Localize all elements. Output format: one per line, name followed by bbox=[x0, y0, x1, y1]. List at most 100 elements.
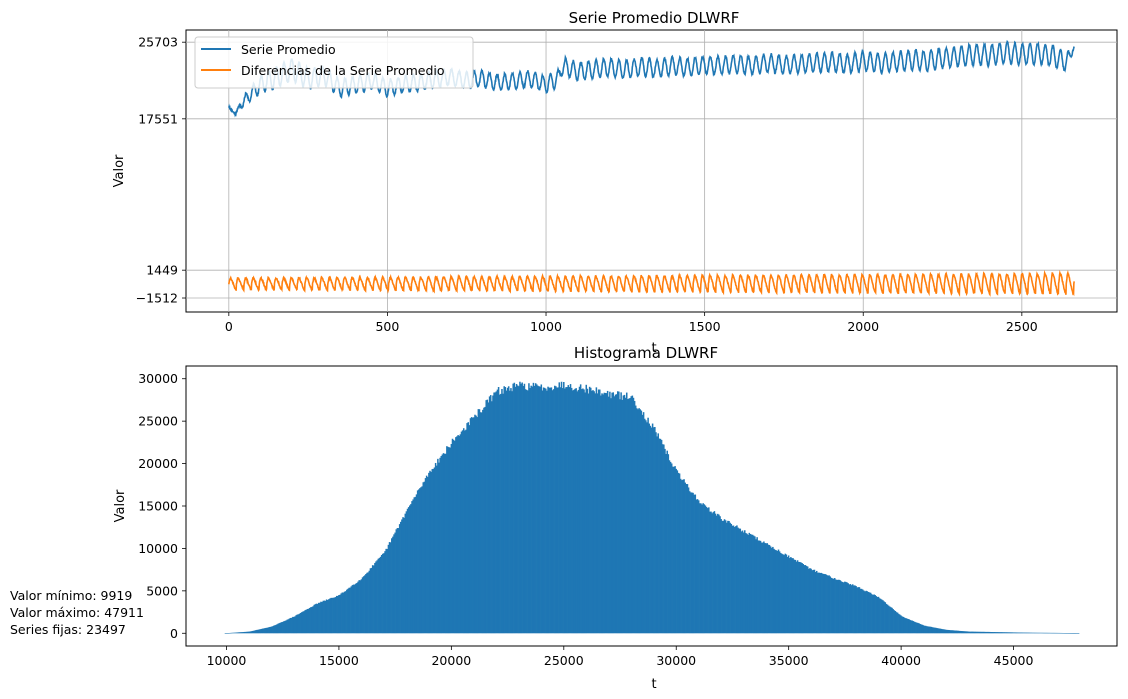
histogram-bar bbox=[597, 389, 600, 634]
histogram-bar bbox=[978, 631, 981, 634]
histogram-bar bbox=[268, 627, 271, 634]
histogram-bar bbox=[853, 585, 855, 634]
histogram-bar bbox=[470, 417, 473, 634]
histogram-bar bbox=[386, 548, 389, 634]
histogram-bar bbox=[317, 602, 320, 634]
histogram-bar bbox=[377, 558, 380, 634]
histogram-bar bbox=[321, 602, 323, 634]
histogram-bar bbox=[842, 582, 845, 634]
histogram-bar bbox=[312, 606, 314, 634]
histogram-bar bbox=[266, 627, 268, 634]
histogram-bar bbox=[264, 628, 266, 634]
histogram-bar bbox=[588, 386, 591, 634]
histogram-bar bbox=[380, 554, 383, 634]
histogram-bar bbox=[630, 396, 632, 634]
histogram-bar bbox=[261, 628, 264, 634]
bottom-y-tick-label: 20000 bbox=[138, 456, 178, 471]
histogram-bar bbox=[1058, 632, 1061, 634]
histogram-bar bbox=[267, 627, 269, 634]
histogram-bar bbox=[402, 517, 404, 634]
histogram-bar bbox=[340, 593, 342, 634]
histogram-bar bbox=[660, 439, 663, 634]
histogram-bar bbox=[330, 597, 332, 634]
histogram-bar bbox=[622, 395, 625, 634]
histogram-bar bbox=[265, 627, 267, 634]
bottom-plot-y-axis-label: Valor bbox=[113, 489, 128, 522]
histogram-bar bbox=[925, 625, 927, 634]
histogram-bar bbox=[1073, 633, 1075, 634]
histogram-bar bbox=[851, 584, 854, 634]
histogram-bar bbox=[449, 447, 452, 634]
histogram-bar bbox=[676, 470, 679, 634]
histogram-bar bbox=[286, 619, 289, 634]
histogram-bar bbox=[778, 551, 781, 634]
histogram-bar bbox=[876, 596, 879, 634]
histogram-bar bbox=[1055, 632, 1057, 634]
histogram-bar bbox=[299, 612, 302, 634]
histogram-bar bbox=[289, 617, 292, 634]
histogram-bar bbox=[774, 549, 776, 634]
histogram-bar bbox=[421, 486, 423, 634]
histogram-bar bbox=[750, 534, 753, 634]
histogram-bar bbox=[795, 561, 798, 634]
histogram-bar bbox=[945, 629, 947, 634]
histogram-bar bbox=[503, 386, 505, 634]
histogram-bar bbox=[844, 581, 846, 634]
histogram-bar bbox=[787, 555, 790, 634]
histogram-bar bbox=[450, 444, 453, 634]
histogram-bar bbox=[641, 414, 644, 634]
histogram-bar bbox=[892, 609, 894, 634]
histogram-bar bbox=[257, 629, 259, 634]
top-x-tick-label: 2000 bbox=[847, 319, 879, 334]
histogram-bar bbox=[877, 596, 880, 634]
histogram-bar bbox=[810, 568, 812, 634]
histogram-bar bbox=[624, 397, 627, 634]
histogram-bar bbox=[512, 383, 514, 634]
histogram-bar bbox=[319, 602, 321, 634]
histogram-bar bbox=[534, 383, 537, 634]
histogram-bar bbox=[459, 434, 462, 634]
histogram-bar bbox=[529, 388, 531, 634]
histogram-bar bbox=[1016, 632, 1018, 634]
histogram-bar bbox=[460, 431, 463, 634]
histogram-bar bbox=[1017, 632, 1019, 634]
histogram-bar bbox=[229, 632, 231, 634]
histogram-bar bbox=[507, 386, 510, 634]
histogram-bar bbox=[290, 617, 293, 634]
histogram-bar bbox=[658, 438, 661, 634]
histogram-bar bbox=[543, 387, 546, 634]
histogram-bar bbox=[462, 428, 465, 634]
histogram-bar bbox=[623, 394, 626, 634]
histogram-bar bbox=[296, 614, 299, 634]
histogram-bar bbox=[1062, 632, 1064, 634]
histogram-bar bbox=[392, 536, 394, 634]
histogram-bar bbox=[969, 631, 972, 634]
histogram-bar bbox=[966, 631, 969, 634]
histogram-bar bbox=[1070, 633, 1072, 634]
histogram-bar bbox=[569, 384, 572, 634]
histogram-bar bbox=[600, 395, 602, 634]
histogram-bar bbox=[759, 540, 762, 634]
histogram-bar bbox=[416, 490, 419, 634]
histogram-bar bbox=[941, 629, 944, 634]
histogram-bar bbox=[609, 391, 611, 634]
histogram-bar bbox=[726, 522, 728, 634]
histogram-bar bbox=[292, 616, 294, 634]
histogram-bar bbox=[604, 392, 607, 634]
histogram-bar bbox=[602, 394, 604, 634]
histogram-bar bbox=[1068, 633, 1071, 634]
histogram-bar bbox=[1074, 633, 1077, 634]
histogram-bar bbox=[404, 513, 407, 634]
histogram-bar bbox=[686, 484, 689, 634]
histogram-bar bbox=[575, 388, 577, 634]
histogram-bar bbox=[723, 519, 726, 634]
histogram-bar bbox=[661, 444, 664, 634]
histogram-bar bbox=[647, 417, 649, 634]
histogram-bar bbox=[677, 472, 680, 634]
histogram-bar bbox=[886, 604, 889, 634]
histogram-bar bbox=[338, 595, 340, 634]
histogram-bar bbox=[846, 582, 848, 634]
histogram-bar bbox=[667, 454, 670, 634]
histogram-bar bbox=[1077, 633, 1080, 634]
